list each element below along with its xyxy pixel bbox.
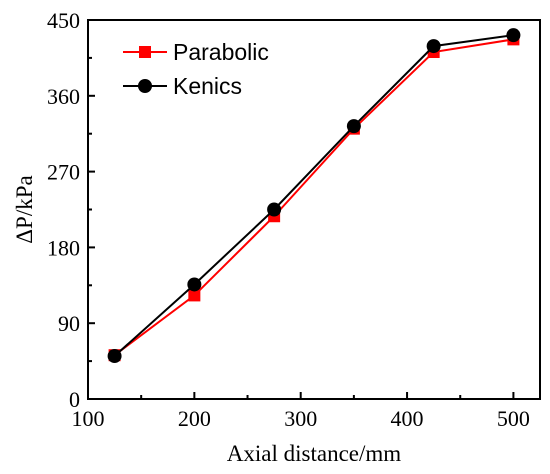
y-tick-label: 180 bbox=[47, 235, 80, 260]
y-tick-label: 450 bbox=[47, 8, 80, 33]
x-axis-label: Axial distance/mm bbox=[227, 441, 401, 466]
data-point-kenics bbox=[187, 277, 202, 292]
legend-marker-parabolic bbox=[139, 46, 151, 58]
x-tick-label: 200 bbox=[178, 406, 211, 431]
axis-ticks bbox=[87, 19, 515, 400]
x-tick-label: 100 bbox=[72, 406, 105, 431]
y-tick-label: 0 bbox=[69, 387, 80, 412]
legend-label-kenics: Kenics bbox=[173, 73, 242, 99]
legend-marker-kenics bbox=[138, 79, 152, 93]
data-point-kenics bbox=[107, 349, 122, 364]
y-tick-label: 90 bbox=[58, 311, 80, 336]
axis-tick-labels: 100 200 300 400 500 0 90 180 270 360 450 bbox=[47, 8, 530, 431]
legend: Parabolic Kenics bbox=[123, 39, 269, 99]
series-layer bbox=[107, 28, 521, 364]
legend-label-parabolic: Parabolic bbox=[173, 39, 269, 65]
y-tick-label: 270 bbox=[47, 160, 80, 185]
x-tick-label: 500 bbox=[497, 406, 530, 431]
data-point-kenics bbox=[267, 202, 282, 217]
y-axis-label: ΔP/kPa bbox=[12, 175, 37, 243]
plot-frame bbox=[87, 19, 541, 400]
x-tick-label: 400 bbox=[391, 406, 424, 431]
data-point-kenics bbox=[426, 39, 441, 54]
y-tick-label: 360 bbox=[47, 84, 80, 109]
series-line-parabolic bbox=[113, 38, 514, 357]
data-point-kenics bbox=[346, 119, 361, 134]
series-line-kenics bbox=[113, 34, 514, 357]
data-point-kenics bbox=[506, 28, 521, 43]
data-point-parabolic bbox=[188, 289, 201, 302]
x-tick-label: 300 bbox=[284, 406, 317, 431]
